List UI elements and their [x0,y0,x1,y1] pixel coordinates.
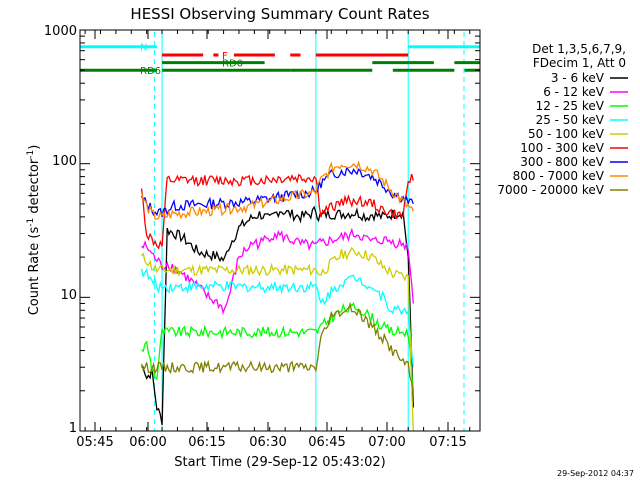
series-line [141,246,414,432]
legend-entry-label: 100 - 300 keV [520,141,604,155]
timestamp: 29-Sep-2012 04:37 [557,469,634,478]
series-line [141,301,414,391]
y-tick-label: 1000 [44,24,77,39]
legend-entry-label: 25 - 50 keV [536,113,605,127]
x-tick-label: 06:00 [129,435,166,450]
series-line [141,205,414,426]
legend-entry-label: 50 - 100 keV [528,127,605,141]
x-axis-label: Start Time (29-Sep-12 05:43:02) [174,455,385,470]
mode-change-lines [153,32,465,431]
x-tick-label: 06:30 [249,435,286,450]
y-axis-label: Count Rate (s-1 detector-1) [26,145,42,316]
flag-bar-label: RD6 [140,66,161,77]
x-axis-ticks [84,30,471,431]
series-line [140,173,414,250]
series-line [141,227,414,316]
series-line [140,303,414,391]
flag-bar-label: RD0 [222,59,243,70]
legend-header-decimation: FDecim 1, Att 0 [533,56,626,70]
x-tick-label: 05:45 [76,435,113,450]
legend-entry-label: 3 - 6 keV [551,71,605,85]
plot-frame [79,29,481,432]
series-line [140,160,414,220]
y-axis-ticks [80,35,480,432]
flag-bar-label: N [140,43,147,54]
legend-entry-label: 12 - 25 keV [536,99,605,113]
y-tick-label: 1 [69,421,77,436]
x-tick-label: 07:00 [368,435,405,450]
x-tick-label: 07:15 [429,435,466,450]
chart-title: HESSI Observing Summary Count Rates [130,5,429,23]
flag-bar-label: F [222,51,228,62]
y-tick-label: 100 [52,154,77,169]
legend-header-detectors: Det 1,3,5,6,7,9, [532,42,626,56]
legend-entry-label: 7000 - 20000 keV [497,183,604,197]
count-rate-series [140,160,414,432]
series-line [140,267,414,368]
legend-entry-label: 300 - 800 keV [520,155,604,169]
legend-entry-label: 6 - 12 keV [543,85,605,99]
y-tick-label: 10 [60,288,77,303]
x-tick-label: 06:45 [308,435,345,450]
x-tick-label: 06:15 [188,435,225,450]
series-line [140,166,414,218]
legend-entry-label: 800 - 7000 keV [513,169,605,183]
